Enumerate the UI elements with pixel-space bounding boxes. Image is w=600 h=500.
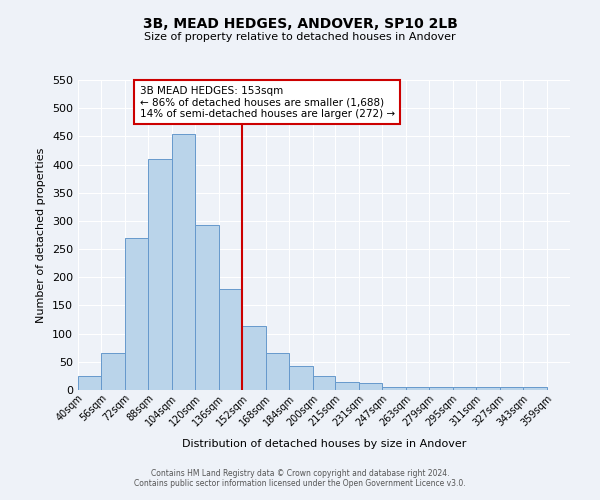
Bar: [359, 383, 382, 390]
Bar: [523, 387, 547, 390]
Bar: [313, 376, 335, 390]
Bar: [429, 387, 452, 390]
Text: 3B, MEAD HEDGES, ANDOVER, SP10 2LB: 3B, MEAD HEDGES, ANDOVER, SP10 2LB: [143, 18, 457, 32]
Bar: [242, 326, 266, 390]
Bar: [335, 382, 359, 390]
Text: Size of property relative to detached houses in Andover: Size of property relative to detached ho…: [144, 32, 456, 42]
Text: 3B MEAD HEDGES: 153sqm
← 86% of detached houses are smaller (1,688)
14% of semi-: 3B MEAD HEDGES: 153sqm ← 86% of detached…: [140, 86, 395, 119]
Bar: [125, 238, 148, 390]
Bar: [406, 387, 429, 390]
Bar: [476, 387, 500, 390]
Text: Contains HM Land Registry data © Crown copyright and database right 2024.: Contains HM Land Registry data © Crown c…: [151, 468, 449, 477]
X-axis label: Distribution of detached houses by size in Andover: Distribution of detached houses by size …: [182, 439, 466, 449]
Bar: [382, 387, 406, 390]
Bar: [452, 387, 476, 390]
Bar: [196, 225, 219, 390]
Text: Contains public sector information licensed under the Open Government Licence v3: Contains public sector information licen…: [134, 478, 466, 488]
Bar: [78, 376, 101, 390]
Bar: [289, 366, 313, 390]
Bar: [172, 134, 196, 390]
Bar: [219, 288, 242, 390]
Bar: [101, 354, 125, 390]
Bar: [266, 354, 289, 390]
Bar: [500, 387, 523, 390]
Bar: [148, 159, 172, 390]
Y-axis label: Number of detached properties: Number of detached properties: [37, 148, 46, 322]
